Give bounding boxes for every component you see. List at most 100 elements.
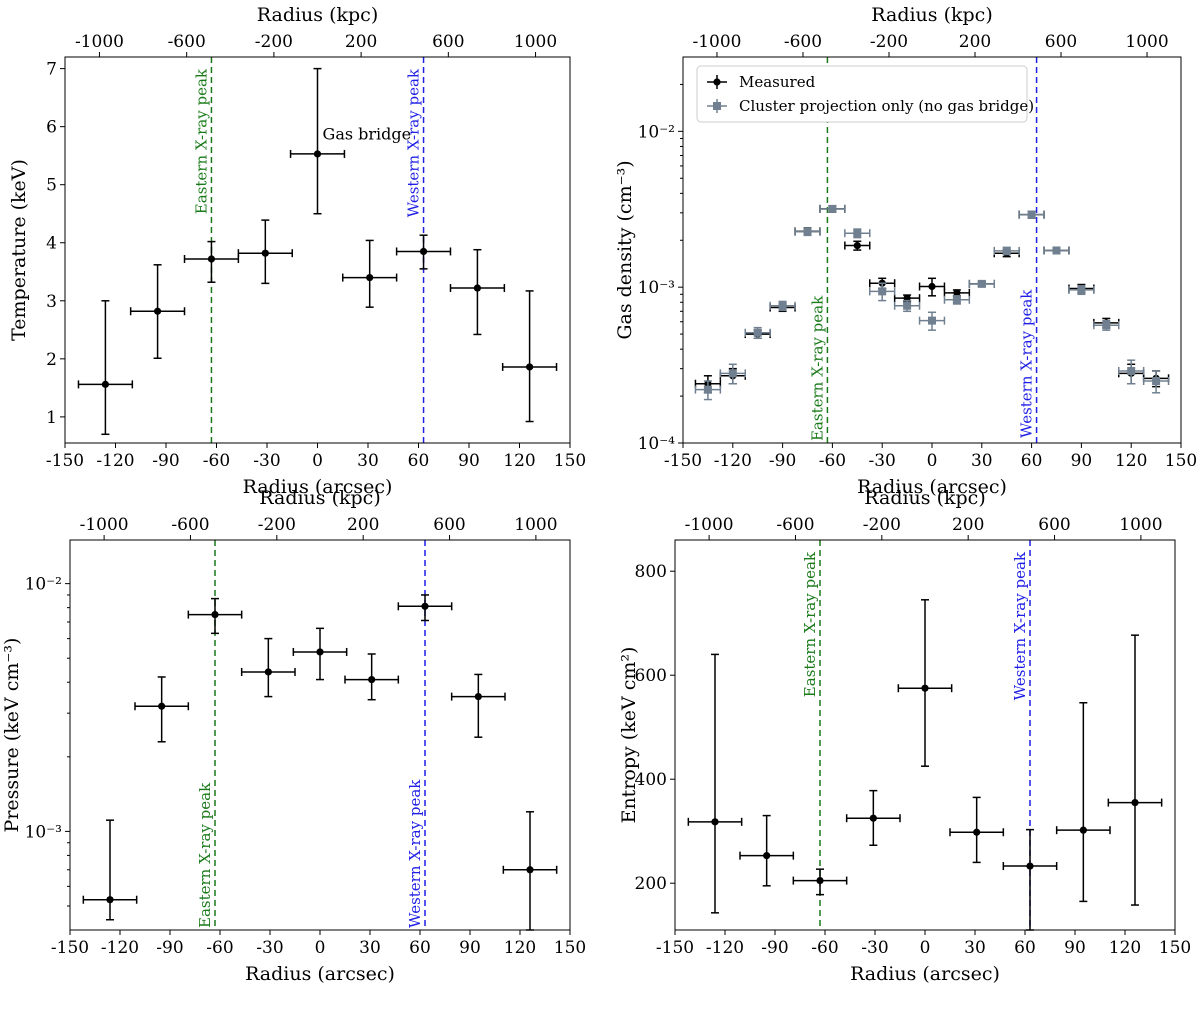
- top-tick-label: -200: [863, 515, 901, 535]
- x-tick-label: 30: [964, 938, 986, 958]
- top-tick-label: -600: [168, 32, 206, 52]
- y-tick-label: 3: [46, 292, 57, 312]
- data-point: [1152, 376, 1161, 385]
- top-tick-label: 200: [345, 32, 377, 52]
- x-tick-label: -90: [152, 451, 179, 471]
- data-point: [763, 852, 771, 860]
- data-point: [106, 896, 114, 904]
- data-point: [1102, 321, 1111, 330]
- series-projection: [694, 204, 1170, 401]
- x-tick-label: -150: [46, 451, 84, 471]
- legend: Measured Cluster projection only (no gas …: [696, 65, 1034, 123]
- top-tick-label: -600: [784, 32, 822, 52]
- plot-frame: [64, 56, 571, 444]
- entropy-panel: -150 -120 -90 -60 -30 0 30 60 90 120 150 -1000 -600 -…: [618, 487, 1191, 985]
- data-point: [928, 316, 936, 325]
- y-tick-label: 1: [46, 408, 57, 428]
- data-point: [921, 684, 929, 692]
- data-point: [313, 150, 322, 158]
- data-point: [1027, 210, 1036, 219]
- top-tick-label: -200: [255, 32, 293, 52]
- x-tick-label: 120: [504, 938, 536, 958]
- top-tick-label: 200: [952, 515, 984, 535]
- x-axis-label: Radius (arcsec): [245, 963, 395, 985]
- data-point: [728, 369, 737, 378]
- top-tick-label: 1000: [1119, 515, 1162, 535]
- top-tick-label: -600: [776, 515, 814, 535]
- x-tick-label: -150: [656, 938, 694, 958]
- top-tick-label: 200: [347, 515, 379, 535]
- x-tick-label: 60: [1021, 451, 1043, 471]
- series-measured: [82, 594, 558, 931]
- legend-marker: [713, 78, 721, 86]
- top-tick-label: -1000: [692, 32, 741, 52]
- top-tick-label: -1000: [80, 515, 129, 535]
- x-axis-label: Radius (arcsec): [850, 963, 1000, 985]
- x-tick-label: 60: [1014, 938, 1036, 958]
- data-point: [101, 380, 109, 388]
- x-axis-label: Radius (arcsec): [243, 476, 393, 498]
- top-tick-label: -1000: [685, 515, 734, 535]
- data-point: [953, 289, 961, 297]
- data-point: [711, 818, 719, 826]
- x-tick-label: -60: [819, 451, 846, 471]
- x-tick-label: -120: [706, 938, 744, 958]
- y-tick-label: 400: [635, 770, 667, 790]
- x-tick-label: 60: [409, 938, 431, 958]
- data-point: [903, 301, 912, 310]
- data-point: [421, 602, 429, 610]
- x-tick-label: -90: [769, 451, 796, 471]
- top-axis-label: Radius (kpc): [864, 487, 985, 509]
- western-peak-label: Western X-ray peak: [1018, 289, 1036, 438]
- density-panel: -150 -120 -90 -60 -30 0 30 60 90 120 150 -1000 -600 -…: [614, 4, 1197, 498]
- x-tick-label: -120: [714, 451, 752, 471]
- top-axis-label: Radius (kpc): [871, 4, 992, 26]
- data-point: [316, 648, 324, 656]
- y-tick-label: 2: [46, 350, 57, 370]
- data-point: [853, 241, 861, 250]
- data-point: [368, 675, 376, 684]
- x-tick-label: 30: [357, 451, 379, 471]
- top-tick-label: -600: [171, 515, 209, 535]
- temperature-panel: -150 -120 -90 -60 -30 0 30 60 90 120 150 -1000 -600 -…: [8, 4, 586, 498]
- data-point: [153, 307, 162, 315]
- data-point: [261, 249, 269, 257]
- x-tick-label: 150: [554, 938, 586, 958]
- series-measured: [77, 67, 558, 436]
- pressure-panel: -150 -120 -90 -60 -30 0 30 60 90 120 150 -1000 -600 -…: [1, 487, 586, 985]
- y-tick-label: 6: [46, 118, 57, 138]
- y-tick-label: 7: [46, 60, 57, 80]
- y-tick-label: 800: [635, 562, 667, 582]
- x-tick-label: -90: [761, 938, 788, 958]
- x-tick-label: 90: [458, 451, 480, 471]
- x-tick-label: -30: [256, 938, 283, 958]
- x-tick-label: -150: [51, 938, 89, 958]
- data-point: [1077, 285, 1086, 294]
- eastern-peak-label: Eastern X-ray peak: [192, 68, 210, 214]
- data-point: [526, 363, 534, 371]
- x-tick-label: 30: [359, 938, 381, 958]
- data-point: [973, 828, 981, 836]
- y-axis-label: Pressure (keV cm⁻³): [1, 638, 23, 833]
- top-tick-label: 600: [1045, 32, 1077, 52]
- y-tick-label: 10⁻³: [638, 278, 675, 298]
- annotation-label: Gas bridge: [323, 124, 412, 143]
- eastern-peak-label: Eastern X-ray peak: [808, 295, 826, 441]
- x-tick-label: -30: [869, 451, 896, 471]
- data-point: [419, 247, 428, 256]
- data-point: [1052, 246, 1061, 255]
- top-tick-label: 1000: [514, 515, 557, 535]
- y-tick-label: 10⁻³: [25, 822, 62, 842]
- western-peak-label: Western X-ray peak: [406, 779, 424, 928]
- legend-entry: Measured: [739, 73, 816, 91]
- data-point: [366, 273, 374, 282]
- x-tick-label: -150: [664, 451, 702, 471]
- y-tick-label: 10⁻⁴: [638, 434, 676, 454]
- x-tick-label: 30: [971, 451, 993, 471]
- y-tick-label: 600: [635, 666, 667, 686]
- x-tick-label: 120: [1109, 938, 1141, 958]
- top-tick-label: 600: [1038, 515, 1070, 535]
- data-point: [1079, 826, 1087, 834]
- top-axis-label: Radius (kpc): [259, 487, 380, 509]
- y-tick-label: 5: [46, 176, 57, 196]
